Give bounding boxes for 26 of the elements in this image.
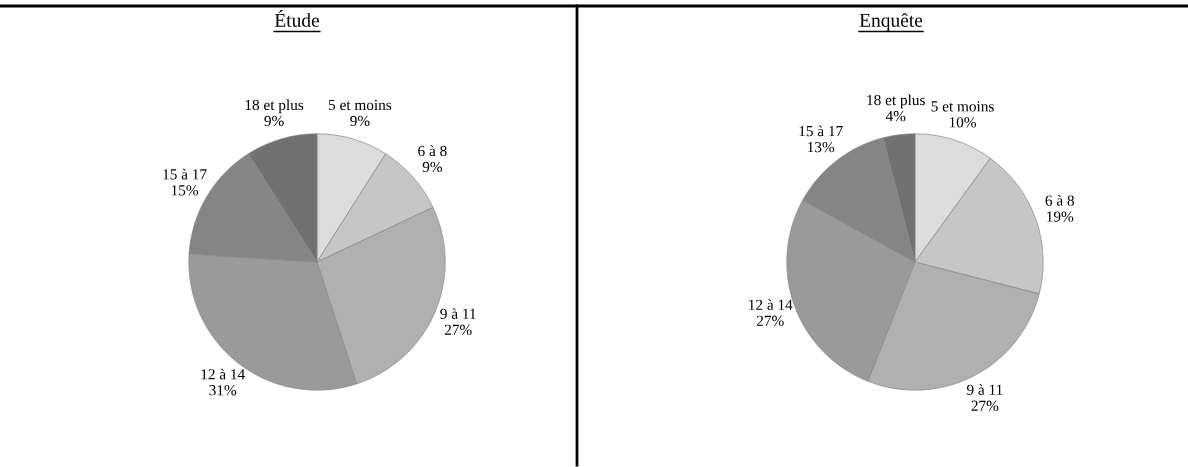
slice-label: 12 à 14 <box>201 368 245 380</box>
data-label: 15% <box>171 185 199 196</box>
data-label: 27% <box>444 324 472 335</box>
slice-label: 6 à 8 <box>418 145 447 157</box>
slice-label: 15 à 17 <box>799 125 843 137</box>
chart-title: Enquête <box>859 13 923 31</box>
data-label: 27% <box>756 315 784 326</box>
data-label: 27% <box>971 400 999 411</box>
chart-title: Étude <box>274 10 319 27</box>
slice-label: 12 à 14 <box>749 299 793 310</box>
data-label: 9% <box>350 115 370 127</box>
data-label: 19% <box>1047 211 1074 222</box>
slice-label: 6 à 8 <box>1045 194 1075 206</box>
data-label: 9% <box>264 115 284 127</box>
slice-label: 18 et plus <box>867 94 925 109</box>
slice-label: 18 et plus <box>245 99 304 114</box>
data-label: 31% <box>209 385 237 396</box>
slice-label: 5 et moins <box>328 99 392 111</box>
data-label: 10% <box>949 117 977 128</box>
data-label: 4% <box>885 110 906 122</box>
data-label: 9% <box>422 161 443 173</box>
slice-label: 15 à 17 <box>163 168 207 180</box>
slice-label: 9 à 11 <box>440 308 476 319</box>
slice-label: 5 et moins <box>931 101 994 112</box>
data-label: 13% <box>808 141 835 153</box>
slice-label: 9 à 11 <box>966 384 1003 395</box>
